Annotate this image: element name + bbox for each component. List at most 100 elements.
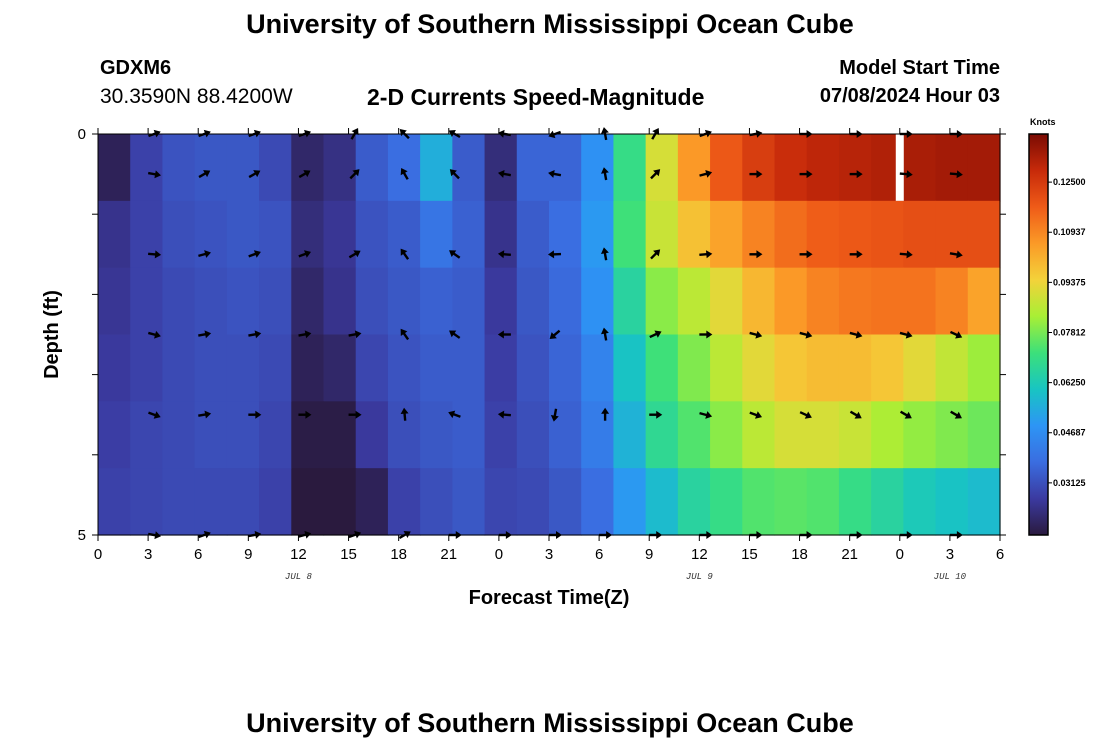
heat-cell: [935, 200, 969, 269]
heat-cell: [162, 200, 196, 269]
day-label: JUL 10: [934, 572, 967, 582]
current-arrow: [699, 330, 713, 339]
heat-cell: [162, 401, 196, 469]
heat-cell: [387, 134, 421, 202]
current-arrow: [650, 169, 661, 180]
heat-cell: [291, 134, 325, 202]
heat-cell: [806, 267, 840, 336]
x-tick-label: 21: [440, 546, 457, 563]
heat-cell: [903, 334, 937, 402]
heat-cell: [838, 334, 872, 402]
heat-cell: [871, 401, 904, 469]
chart-subtitle: 2-D Currents Speed-Magnitude: [367, 84, 705, 110]
heat-cell: [130, 468, 164, 536]
heat-cell: [130, 267, 164, 336]
heat-cell: [903, 468, 937, 536]
heat-cell: [259, 134, 292, 202]
x-tick-label: 6: [595, 546, 603, 563]
heat-cell: [162, 334, 196, 402]
heat-cell: [226, 267, 260, 336]
heat-cell: [452, 200, 486, 269]
x-tick-label: 15: [741, 546, 758, 563]
current-arrow: [950, 410, 962, 419]
colorbar-tick-label: 0.10937: [1053, 227, 1086, 237]
heat-cell: [516, 334, 550, 402]
current-arrow: [298, 170, 311, 179]
current-arrow: [799, 411, 812, 419]
heat-cell: [677, 401, 711, 469]
current-arrow: [899, 250, 913, 259]
heat-cell: [291, 468, 325, 536]
current-arrow: [148, 411, 161, 419]
current-arrow: [400, 248, 410, 260]
heat-cell: [935, 468, 969, 536]
heat-cell: [871, 267, 904, 336]
heat-cell: [355, 334, 389, 402]
missing-cell: [895, 134, 904, 201]
heat-cell: [162, 134, 196, 202]
heat-cell: [581, 134, 615, 202]
current-arrow: [699, 250, 713, 259]
current-arrow: [497, 250, 511, 259]
colorbar-tick-label: 0.09375: [1053, 277, 1086, 287]
heat-cell: [742, 200, 776, 269]
current-arrow: [799, 250, 813, 259]
heat-cell: [323, 468, 357, 536]
current-arrow: [699, 169, 713, 178]
colorbar-tick-label: 0.07812: [1053, 327, 1086, 337]
heat-cell: [613, 401, 647, 469]
heat-cell: [291, 401, 325, 469]
heat-cell: [710, 468, 743, 536]
station-id: GDXM6: [100, 57, 172, 79]
colorbar-tick-label: 0.06250: [1053, 378, 1086, 388]
heat-cell: [194, 401, 228, 469]
footer-title: University of Southern Mississippi Ocean…: [246, 708, 854, 738]
heat-cell: [838, 468, 872, 536]
heat-cell: [645, 401, 679, 469]
heat-cell: [935, 134, 969, 202]
current-arrow: [248, 250, 261, 258]
heat-cell: [903, 401, 937, 469]
heat-cell: [420, 134, 453, 202]
heat-cell: [484, 334, 518, 402]
heat-cell: [130, 401, 164, 469]
heat-cell: [420, 200, 453, 269]
current-arrow: [350, 127, 359, 140]
heat-cell: [98, 134, 131, 202]
heat-cell: [516, 468, 550, 536]
heat-cell: [967, 200, 1001, 269]
current-arrow: [651, 127, 660, 140]
heat-cell: [420, 468, 453, 536]
heat-cell: [742, 267, 776, 336]
current-arrow: [849, 250, 863, 259]
heat-cell: [323, 200, 357, 269]
heat-cell: [581, 401, 615, 469]
x-axis-title: Forecast Time(Z): [469, 587, 630, 609]
heat-cell: [871, 468, 904, 536]
heat-cell: [645, 468, 679, 536]
heat-cell: [806, 200, 840, 269]
heat-cell: [194, 468, 228, 536]
colorbar-tick-label: 0.12500: [1053, 177, 1086, 187]
heat-cell: [710, 200, 743, 269]
current-arrow: [699, 411, 713, 419]
current-arrow: [600, 247, 609, 261]
heat-cell: [742, 134, 776, 202]
heat-cell: [710, 401, 743, 469]
heat-cell: [549, 468, 582, 536]
current-arrow: [147, 170, 162, 179]
x-tick-label: 3: [545, 546, 553, 563]
heat-cell: [162, 267, 196, 336]
heat-cell: [710, 334, 743, 402]
current-arrow: [400, 407, 409, 421]
current-arrow: [600, 167, 609, 181]
heat-cell: [323, 267, 357, 336]
x-tick-label: 18: [791, 546, 808, 563]
x-tick-label: 12: [290, 546, 307, 563]
heat-cell: [549, 401, 582, 469]
x-tick-label: 15: [340, 546, 357, 563]
heat-cell: [549, 334, 582, 402]
current-arrow: [148, 250, 162, 259]
heat-cell: [967, 334, 1001, 402]
heat-cell: [613, 468, 647, 536]
